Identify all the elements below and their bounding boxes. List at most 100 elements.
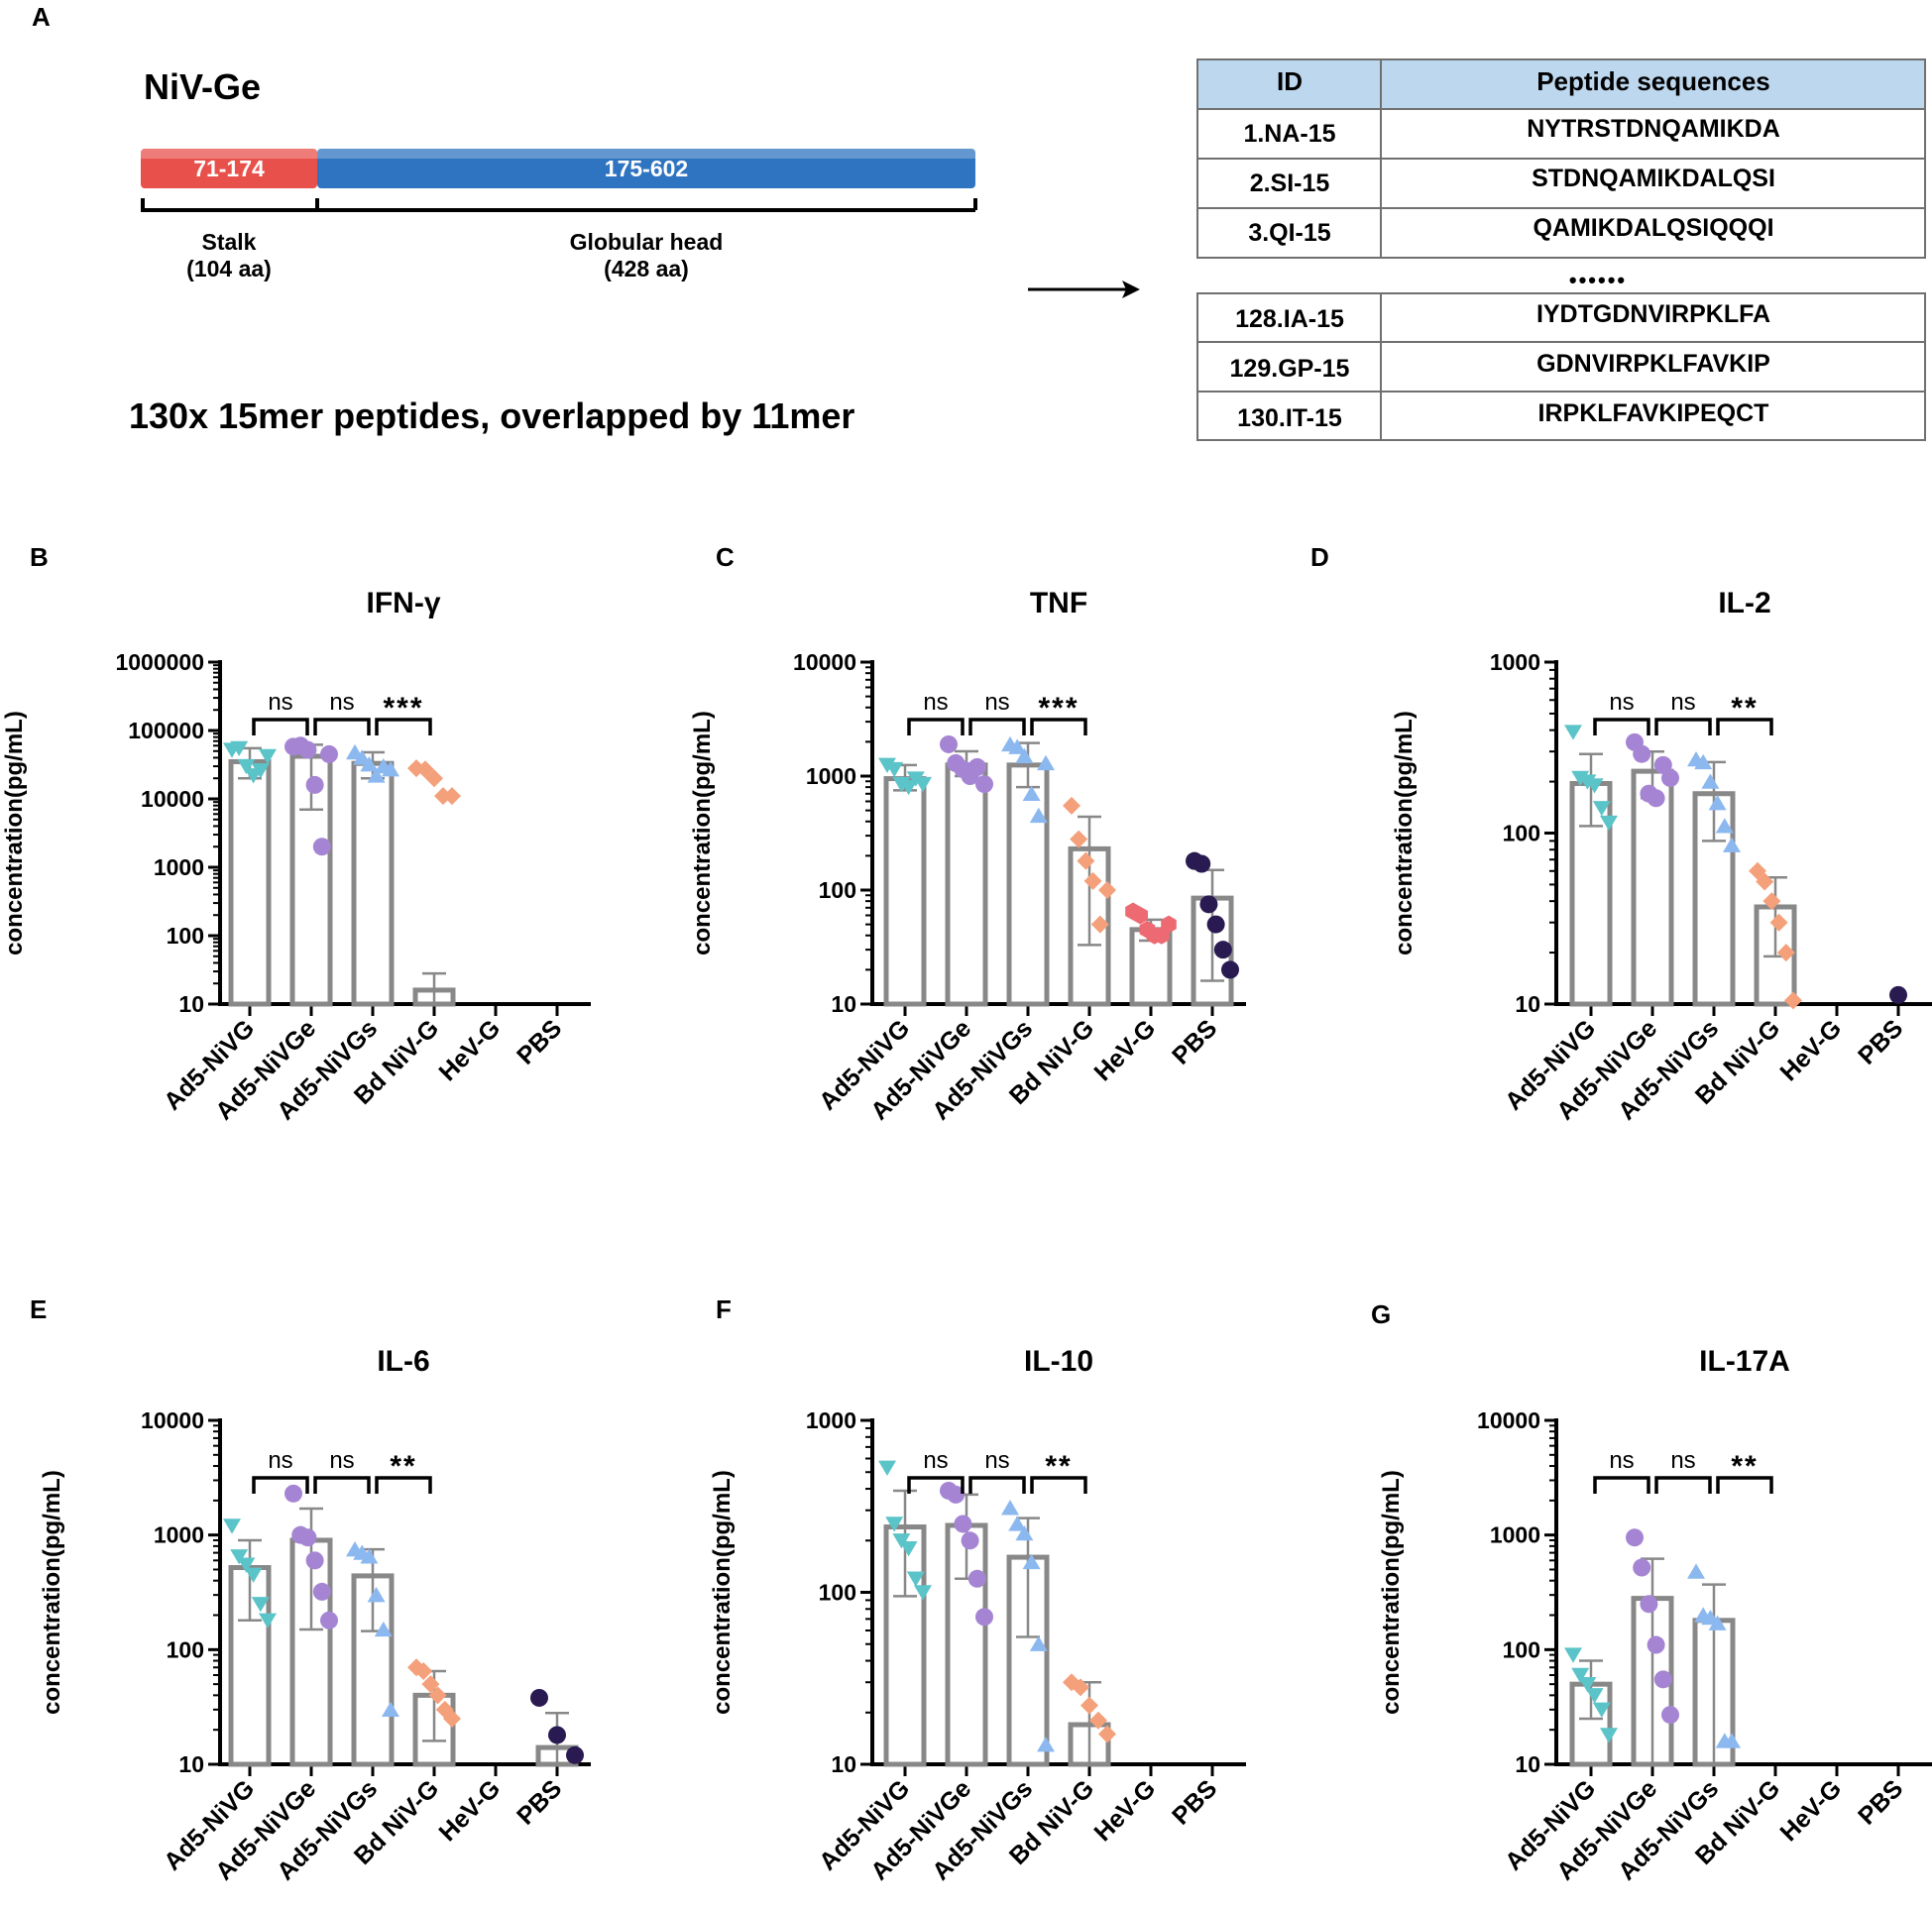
- significance-label: **: [1731, 1450, 1758, 1483]
- data-point: [1640, 1595, 1658, 1614]
- data-point: [1072, 1678, 1089, 1697]
- significance-bracket: [1593, 1476, 1650, 1494]
- table-ellipsis: ••••••: [1569, 268, 1627, 292]
- y-tick-label: 100: [167, 923, 204, 949]
- data-point: [899, 1541, 918, 1557]
- table-row: 130.IT-15 IRPKLFAVKIPEQCT: [1237, 399, 1768, 432]
- significance-label: ns: [1609, 689, 1634, 716]
- peptide-id: 130.IT-15: [1237, 404, 1342, 432]
- x-tick-label: HeV-G: [1774, 1014, 1847, 1086]
- x-tick-label: HeV-G: [1088, 1774, 1161, 1847]
- data-point: [414, 1661, 433, 1680]
- data-point: [425, 769, 443, 788]
- significance-bracket: [1030, 718, 1087, 735]
- peptide-id: 2.SI-15: [1250, 169, 1330, 197]
- x-tick-label: PBS: [1167, 1014, 1222, 1069]
- chart-title: IFN-γ: [367, 587, 441, 619]
- y-tick-label: 1000000: [115, 649, 204, 675]
- x-tick-label: HeV-G: [433, 1014, 506, 1086]
- data-point: [1585, 1688, 1604, 1704]
- y-tick-label: 10000: [141, 1407, 204, 1433]
- data-point: [1037, 754, 1055, 771]
- significance-label: ns: [923, 1447, 948, 1474]
- peptide-table: ID Peptide sequences 1.NA-15 NYTRSTDNQAM…: [1196, 58, 1926, 441]
- significance-label: ***: [1038, 692, 1079, 725]
- data-point: [961, 1531, 979, 1550]
- data-point: [1077, 851, 1095, 870]
- data-point: [1592, 1702, 1611, 1718]
- data-point: [1193, 854, 1211, 873]
- x-tick-label: HeV-G: [433, 1774, 506, 1847]
- data-point: [1199, 895, 1218, 914]
- data-point: [1592, 801, 1611, 817]
- data-point: [1001, 1500, 1019, 1516]
- y-tick-label: 1000: [1490, 649, 1540, 675]
- table-row: 1.NA-15 NYTRSTDNQAMIKDA: [1243, 115, 1779, 148]
- peptide-sequence: QAMIKDALQSIQQQI: [1533, 214, 1773, 242]
- bar: [1006, 762, 1050, 1007]
- significance-bracket: [968, 718, 1026, 735]
- arrow: [1028, 281, 1140, 298]
- data-point: [914, 1585, 932, 1601]
- data-point: [1647, 1635, 1665, 1654]
- data-point: [1661, 1706, 1679, 1725]
- data-point: [360, 1548, 379, 1564]
- significance-label: ns: [268, 1447, 292, 1474]
- panel-c-tnf-chart: CTNFconcentration(pg/mL)10100100010000Ad…: [689, 542, 1246, 1126]
- table-header-id: ID: [1277, 66, 1303, 96]
- significance-label: ns: [984, 1447, 1009, 1474]
- data-point: [320, 744, 338, 763]
- significance-bracket: [1716, 718, 1773, 735]
- peptide-sequence: IYDTGDNVIRPKLFA: [1536, 300, 1770, 328]
- data-point: [892, 1533, 911, 1549]
- data-point: [1213, 941, 1232, 959]
- y-tick-label: 10: [831, 991, 856, 1017]
- data-point: [223, 1518, 241, 1534]
- significance-bracket: [907, 1476, 965, 1494]
- data-point: [305, 775, 324, 794]
- data-point: [1647, 789, 1665, 808]
- data-point: [1090, 915, 1109, 934]
- significance-label: ns: [329, 1447, 354, 1474]
- panel-a: A NiV-Ge 71-174 175-602 Stalk (104 aa) G…: [32, 2, 1926, 441]
- data-point: [360, 756, 379, 772]
- bar: [945, 762, 988, 1007]
- panel-f-il10-chart: FIL-10concentration(pg/mL)101001000Ad5-N…: [709, 1294, 1246, 1886]
- significance-label: ns: [923, 689, 948, 716]
- bar: [351, 760, 395, 1007]
- data-point: [1029, 1635, 1048, 1651]
- data-point: [1578, 1676, 1597, 1693]
- significance-label: ***: [383, 692, 423, 725]
- data-point: [259, 748, 277, 765]
- data-point: [230, 740, 249, 757]
- chart-title: TNF: [1030, 587, 1087, 619]
- data-point: [1723, 1733, 1741, 1748]
- data-point: [1708, 1615, 1727, 1630]
- x-tick-label: PBS: [511, 1014, 567, 1069]
- data-point: [382, 1701, 399, 1718]
- peptide-id: 3.QI-15: [1248, 219, 1330, 247]
- stalk-range-label: 71-174: [193, 156, 265, 181]
- data-point: [1008, 738, 1027, 754]
- data-point: [1161, 915, 1177, 934]
- y-tick-label: 100: [819, 1580, 856, 1606]
- y-axis-label: concentration(pg/mL): [709, 1470, 736, 1715]
- significance-bracket: [1654, 718, 1712, 735]
- data-point: [320, 1611, 338, 1629]
- x-tick-label: PBS: [511, 1774, 567, 1830]
- data-point: [298, 740, 317, 759]
- data-point: [1008, 1516, 1027, 1531]
- peptide-sequence: STDNQAMIKDALQSI: [1532, 165, 1775, 192]
- data-point: [947, 1485, 966, 1504]
- data-point: [1762, 892, 1781, 911]
- data-point: [1564, 1647, 1582, 1663]
- y-tick-label: 10: [178, 991, 204, 1017]
- table-row: 2.SI-15 STDNQAMIKDALQSI: [1250, 165, 1775, 197]
- data-point: [259, 1613, 277, 1629]
- data-point: [878, 757, 896, 773]
- data-point: [899, 779, 918, 796]
- data-point: [1784, 991, 1802, 1010]
- data-point: [548, 1726, 566, 1744]
- y-axis-label: concentration(pg/mL): [689, 711, 716, 955]
